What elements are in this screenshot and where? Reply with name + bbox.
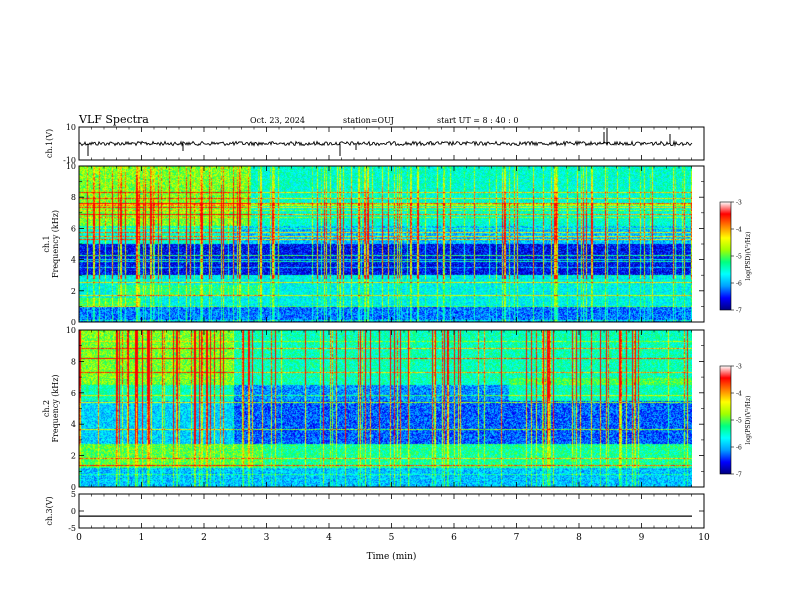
x-tick-label: 10	[698, 533, 710, 543]
colorbar-tick-label: -6	[736, 281, 742, 288]
colorbar-tick-label: -7	[736, 308, 742, 315]
x-tick-label: 3	[264, 533, 270, 543]
x-tick-label: 2	[201, 533, 207, 543]
colorbar-tick-label: -4	[736, 227, 742, 234]
figure-title: VLF Spectra	[79, 113, 149, 126]
date-label: Oct. 23, 2024	[250, 116, 305, 125]
ch1-trace	[78, 139, 693, 147]
colorbar-tick-label: -3	[736, 364, 742, 371]
x-tick-label: 4	[326, 533, 332, 543]
y-tick-label: 4	[71, 420, 76, 429]
x-tick-label: 0	[76, 533, 82, 543]
y-tick-label: 8	[71, 193, 76, 202]
y-axis-label: ch.1	[42, 235, 51, 252]
y-tick-label: 5	[71, 490, 76, 499]
y-axis-label: ch.3(V)	[45, 496, 54, 525]
x-tick-label: 6	[451, 533, 457, 543]
colorbar-tick-label: -7	[736, 472, 742, 479]
y-axis-label: Frequency (kHz)	[51, 210, 60, 278]
y-axis-label: ch.1(V)	[45, 129, 54, 158]
spectrogram-image-1	[79, 166, 692, 322]
x-tick-label: 9	[639, 533, 645, 543]
y-tick-label: 6	[71, 224, 76, 233]
x-tick-label: 8	[576, 533, 582, 543]
x-tick-label: 7	[514, 533, 520, 543]
y-tick-label: 0	[71, 507, 76, 516]
colorbar-tick-label: -5	[736, 254, 742, 261]
y-tick-label: 10	[66, 123, 76, 132]
panel-frame	[78, 493, 705, 529]
y-tick-label: 0	[71, 318, 76, 327]
y-tick-label: 8	[71, 357, 76, 366]
y-tick-label: 0	[71, 483, 76, 492]
y-tick-label: 2	[71, 452, 76, 461]
y-tick-label: -5	[68, 524, 76, 533]
y-tick-label: 10	[66, 162, 76, 171]
y-tick-label: 4	[71, 256, 76, 265]
colorbar-2	[719, 365, 732, 475]
start-time-label: start UT = 8 : 40 : 0	[437, 116, 519, 125]
y-axis-label: Frequency (kHz)	[51, 374, 60, 442]
colorbar-label: log(PSD)(V²/Hz)	[745, 396, 752, 445]
x-axis-label: Time (min)	[367, 551, 417, 562]
station-label: station=OUJ	[343, 116, 394, 125]
colorbar-tick-label: -6	[736, 445, 742, 452]
x-tick-label: 1	[139, 533, 145, 543]
y-tick-label: 10	[66, 326, 76, 335]
colorbar-tick-label: -3	[736, 200, 742, 207]
y-tick-label: 6	[71, 389, 76, 398]
colorbar-tick-label: -4	[736, 391, 742, 398]
colorbar-1	[719, 201, 732, 311]
colorbar-tick-label: -5	[736, 418, 742, 425]
y-axis-label: ch.2	[42, 400, 51, 417]
y-tick-label: -10	[63, 156, 76, 165]
spectrogram-image-2	[79, 330, 692, 487]
colorbar-label: log(PSD)(V²/Hz)	[745, 232, 752, 281]
x-tick-label: 5	[389, 533, 395, 543]
y-tick-label: 2	[71, 287, 76, 296]
